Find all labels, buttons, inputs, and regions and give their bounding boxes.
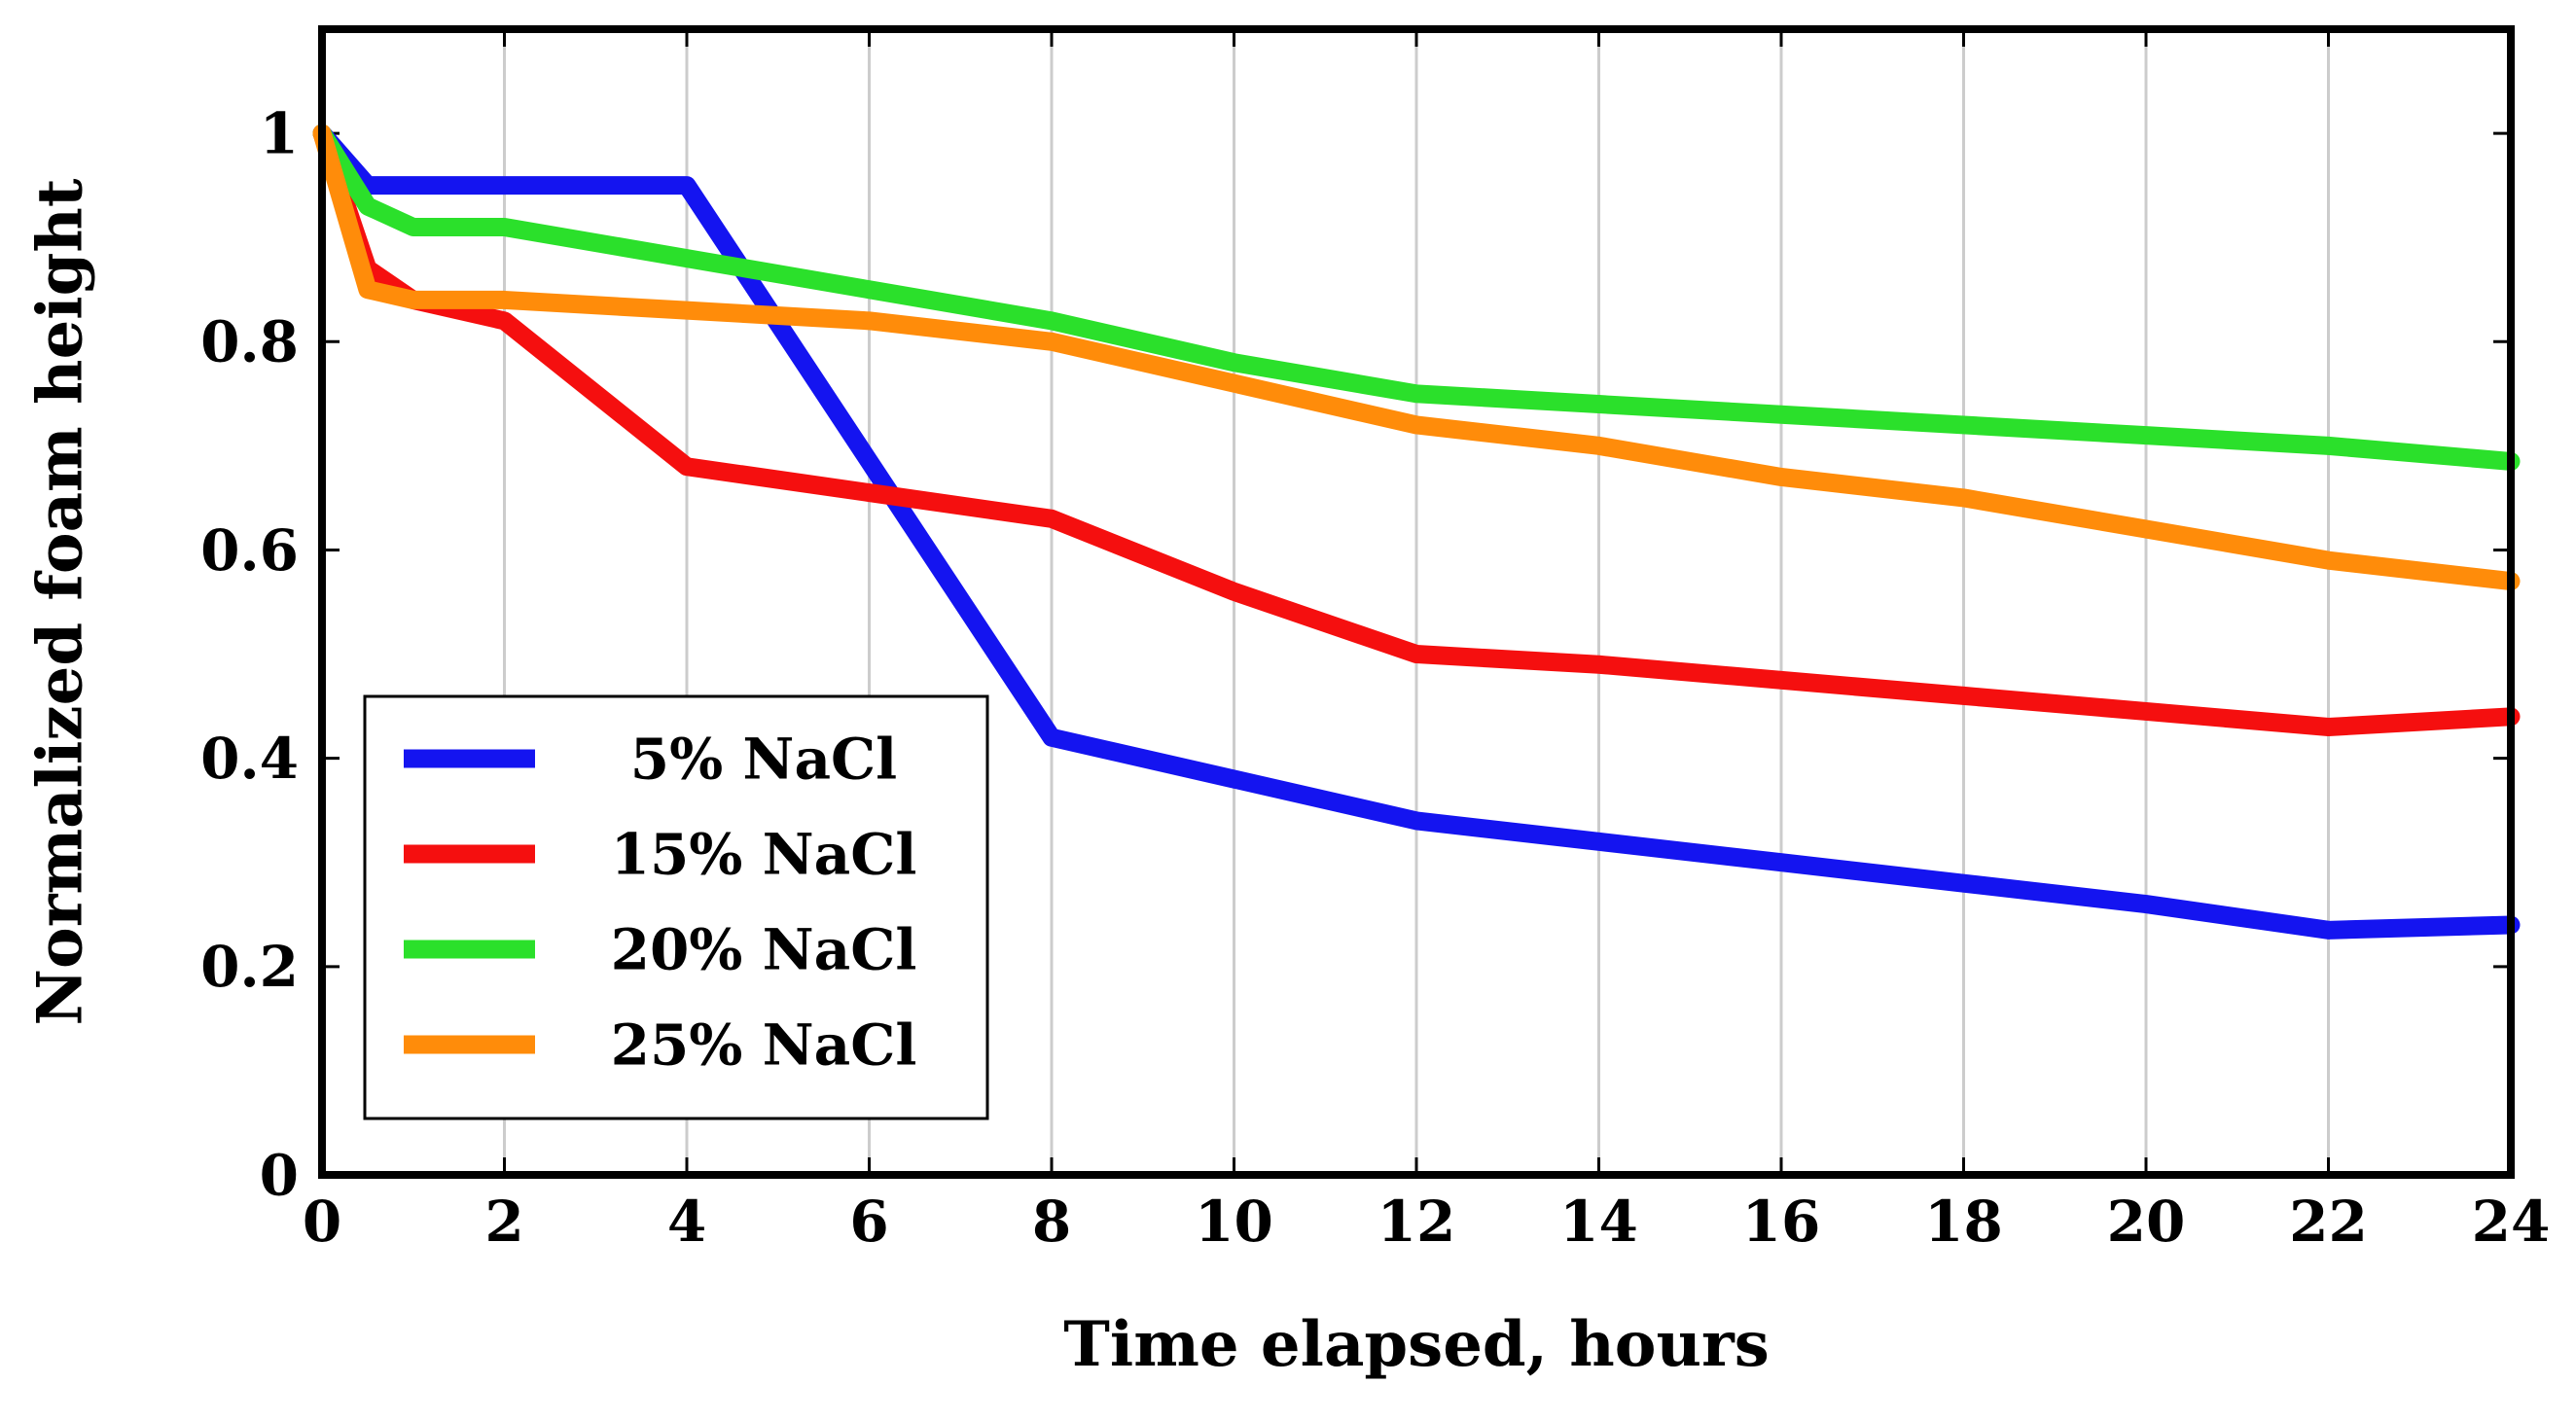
plot-frame	[318, 25, 2515, 1179]
x-tick-label: 18	[1924, 1189, 2003, 1255]
series-line-25-nacl	[312, 124, 2521, 591]
y-axis-label: Normalized foam height	[23, 178, 97, 1026]
x-tick-label: 8	[1032, 1189, 1071, 1255]
x-tick-label: 4	[667, 1189, 706, 1255]
y-tick-label: 0	[260, 1142, 299, 1208]
y-tick-label: 0.6	[200, 517, 299, 584]
x-tick-label: 0	[303, 1189, 341, 1255]
x-tick-label: 16	[1742, 1189, 1821, 1255]
y-tick-label: 0.8	[200, 309, 299, 375]
series-line-5-nacl	[312, 124, 2521, 940]
legend-label: 20% NaCl	[611, 916, 917, 982]
x-tick-label: 24	[2472, 1189, 2551, 1255]
x-tick-label: 22	[2289, 1189, 2368, 1255]
x-tick-label: 10	[1195, 1189, 1273, 1255]
legend-label: 25% NaCl	[611, 1012, 917, 1078]
x-tick-label: 12	[1377, 1189, 1456, 1255]
legend-label: 5% NaCl	[630, 726, 897, 792]
y-tick-label: 0.2	[200, 934, 299, 1000]
x-tick-label: 20	[2107, 1189, 2186, 1255]
x-tick-label: 6	[849, 1189, 888, 1255]
x-tick-label: 14	[1559, 1189, 1638, 1255]
x-axis-label: Time elapsed, hours	[1063, 1308, 1770, 1381]
y-tick-label: 1	[260, 100, 299, 166]
series-line-20-nacl	[312, 124, 2521, 471]
x-tick-label: 2	[484, 1189, 523, 1255]
y-tick-label: 0.4	[200, 726, 299, 792]
legend-label: 15% NaCl	[611, 821, 917, 887]
